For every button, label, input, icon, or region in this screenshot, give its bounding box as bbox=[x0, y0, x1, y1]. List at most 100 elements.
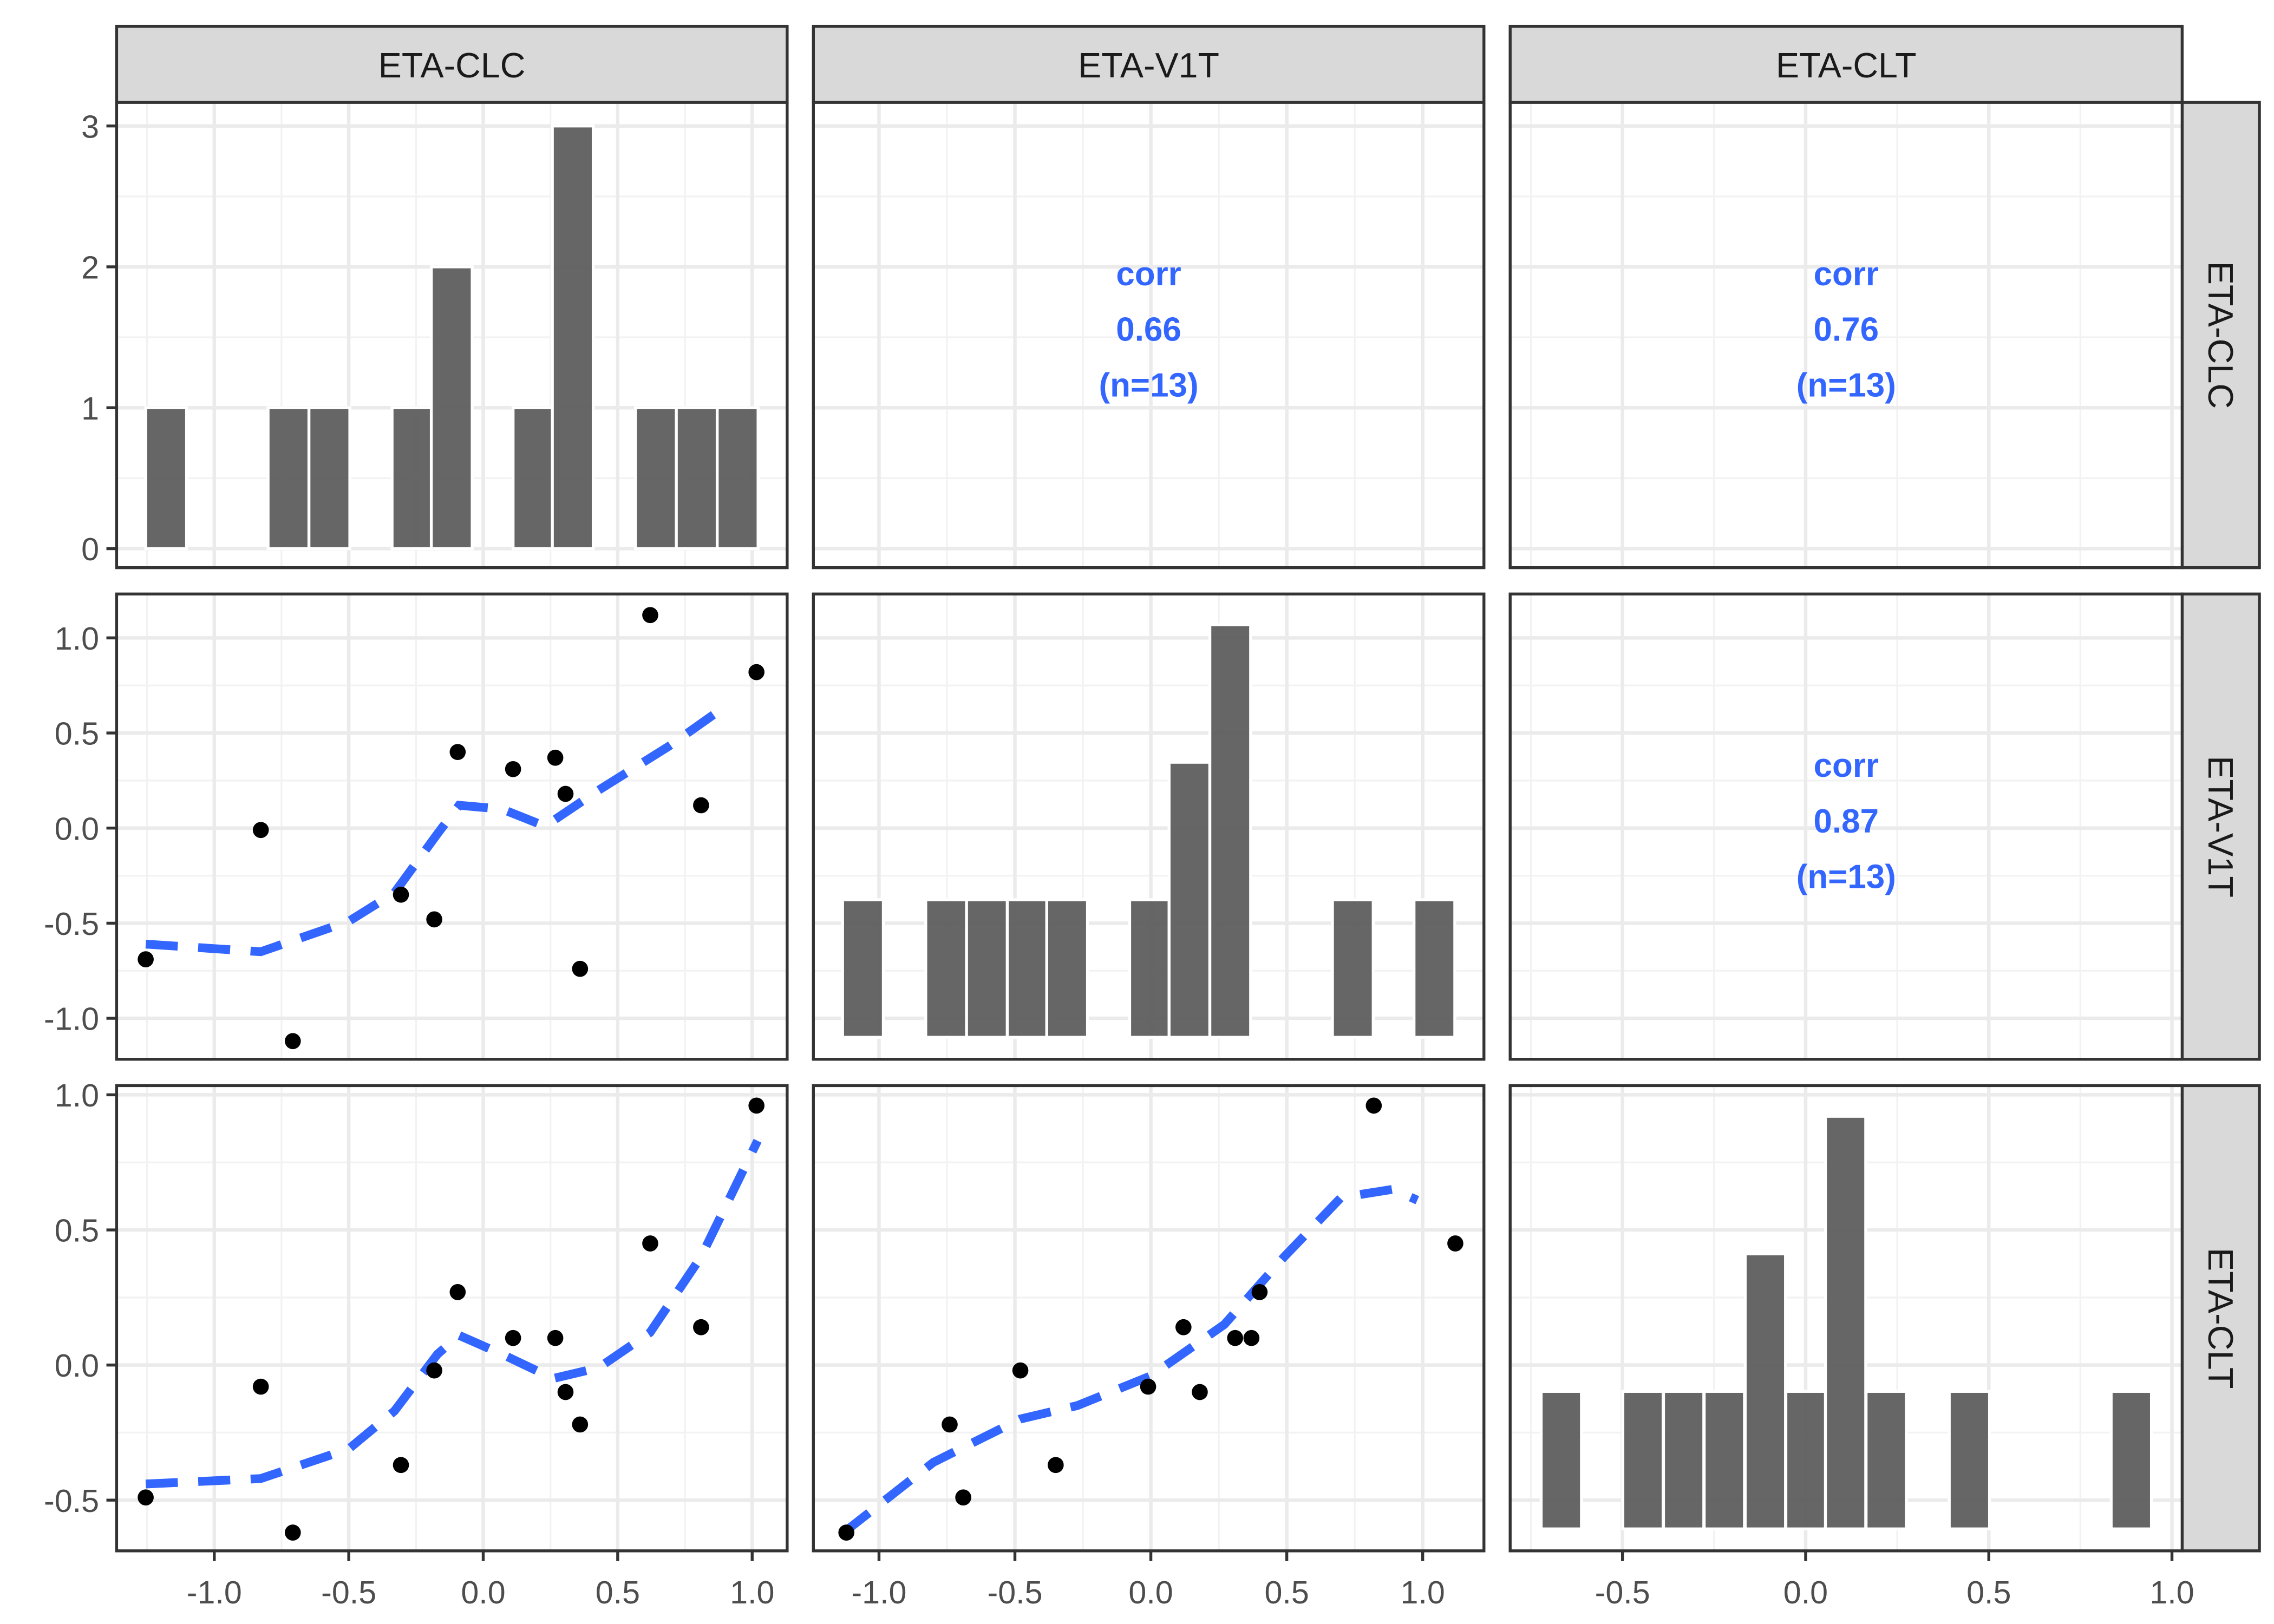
y-tick-label: 1.0 bbox=[55, 620, 99, 657]
data-point bbox=[285, 1033, 301, 1050]
histogram-bar bbox=[1128, 898, 1172, 1039]
panel-border bbox=[812, 1084, 1486, 1553]
x-tick-label: -1.0 bbox=[851, 1574, 906, 1610]
data-point bbox=[1447, 1235, 1463, 1252]
data-point bbox=[505, 761, 521, 777]
x-tick-label: 0.5 bbox=[1966, 1574, 2011, 1610]
data-point bbox=[1227, 1330, 1244, 1346]
panel-border bbox=[1508, 101, 2184, 569]
y-tick-label: 3 bbox=[81, 108, 99, 145]
strip-right-label: ETA-CLT bbox=[2201, 1248, 2240, 1389]
panel-border bbox=[812, 101, 1486, 569]
histogram-bar bbox=[924, 898, 968, 1039]
panel-background bbox=[813, 102, 1484, 568]
histogram-bar bbox=[1864, 1390, 1908, 1531]
data-point bbox=[693, 1319, 709, 1335]
y-tick-label: 1.0 bbox=[55, 1077, 99, 1114]
data-point bbox=[547, 749, 564, 766]
histogram-bar bbox=[1412, 898, 1456, 1039]
x-tick-label: 0.0 bbox=[1128, 1574, 1173, 1610]
histogram-bar bbox=[1539, 1390, 1583, 1531]
data-point bbox=[426, 1362, 442, 1379]
smooth-line bbox=[145, 1138, 762, 1489]
y-tick-label: 0 bbox=[81, 531, 99, 567]
strip-right-eta-clc bbox=[2180, 101, 2261, 569]
histogram-bar bbox=[551, 124, 595, 551]
y-tick-label: 0.0 bbox=[55, 810, 99, 847]
histogram-bar bbox=[2109, 1390, 2153, 1531]
panel-eta-clt-vs-eta-clt bbox=[1508, 1084, 2184, 1553]
x-tick-label: 0.5 bbox=[1264, 1574, 1309, 1610]
y-tick-label: 2 bbox=[81, 249, 99, 285]
data-point bbox=[449, 1284, 466, 1300]
data-point bbox=[748, 664, 764, 680]
data-point bbox=[572, 960, 589, 977]
histogram-bar bbox=[1743, 1252, 1787, 1531]
data-point bbox=[1012, 1362, 1029, 1379]
histogram-bar bbox=[307, 406, 351, 551]
data-point bbox=[1175, 1319, 1192, 1335]
histogram-bar bbox=[633, 406, 678, 551]
y-tick-label: -1.0 bbox=[44, 1001, 99, 1037]
panel-border bbox=[812, 592, 1486, 1061]
data-point bbox=[547, 1330, 564, 1346]
panel-eta-clc-vs-eta-clt: corr 0.76 (n=13) bbox=[1508, 101, 2184, 569]
panel-eta-v1t-vs-eta-v1t bbox=[812, 592, 1486, 1061]
panel-border bbox=[115, 1084, 789, 1553]
panel-border bbox=[115, 101, 789, 569]
x-tick-label: -0.5 bbox=[321, 1574, 376, 1610]
data-point bbox=[1048, 1457, 1064, 1474]
x-tick-label: 0.5 bbox=[596, 1574, 640, 1610]
data-point bbox=[1251, 1284, 1268, 1300]
histogram-bar bbox=[1948, 1390, 1991, 1531]
histogram-bar bbox=[1167, 761, 1212, 1039]
histogram-bar bbox=[675, 406, 719, 551]
panel-eta-v1t-vs-eta-clt: corr 0.87 (n=13) bbox=[1508, 592, 2184, 1061]
corr-n: (n=13) bbox=[1796, 858, 1896, 895]
histogram-bar bbox=[1621, 1390, 1665, 1531]
smooth-line bbox=[841, 1184, 1419, 1536]
corr-n: (n=13) bbox=[1099, 366, 1198, 404]
data-point bbox=[449, 744, 466, 761]
corr-value: 0.66 bbox=[1116, 311, 1181, 349]
data-point bbox=[557, 1384, 574, 1400]
histogram-bar bbox=[1331, 898, 1375, 1039]
data-point bbox=[138, 951, 154, 968]
panel-border bbox=[1508, 592, 2184, 1061]
corr-label: corr bbox=[1814, 256, 1879, 293]
y-tick-label: -0.5 bbox=[44, 1483, 99, 1519]
panel-eta-clc-vs-eta-v1t: corr 0.66 (n=13) bbox=[812, 101, 1486, 569]
data-point bbox=[1140, 1378, 1156, 1395]
data-point bbox=[252, 1378, 269, 1395]
panel-eta-clt-vs-eta-v1t bbox=[812, 1084, 1486, 1553]
strip-top-label: ETA-CLT bbox=[1776, 45, 1917, 85]
strip-right-label: ETA-CLC bbox=[2201, 261, 2240, 409]
corr-value: 0.87 bbox=[1814, 803, 1879, 840]
y-tick-label: -0.5 bbox=[44, 906, 99, 942]
x-tick-label: 0.0 bbox=[1783, 1574, 1828, 1610]
data-point bbox=[748, 1097, 764, 1114]
data-point bbox=[393, 886, 409, 903]
x-tick-label: 1.0 bbox=[1401, 1574, 1445, 1610]
data-point bbox=[557, 785, 574, 802]
y-tick-label: 0.5 bbox=[55, 716, 99, 752]
data-point bbox=[505, 1330, 521, 1346]
histogram-bar bbox=[266, 406, 311, 551]
panel-eta-clt-vs-eta-clc bbox=[115, 1084, 789, 1553]
histogram-bar bbox=[429, 265, 474, 551]
data-point bbox=[572, 1416, 589, 1433]
data-point bbox=[642, 1235, 658, 1252]
panel-eta-v1t-vs-eta-clc bbox=[115, 592, 789, 1061]
panel-border bbox=[1508, 1084, 2184, 1553]
histogram-bar bbox=[965, 898, 1009, 1039]
corr-n: (n=13) bbox=[1796, 366, 1896, 404]
strip-top-eta-clc bbox=[115, 24, 789, 104]
y-tick-label: 0.0 bbox=[55, 1347, 99, 1384]
data-point bbox=[1243, 1330, 1260, 1346]
histogram-bar bbox=[1702, 1390, 1746, 1531]
panel-eta-clc-vs-eta-clc bbox=[115, 101, 789, 569]
histogram-bar bbox=[715, 406, 760, 551]
data-point bbox=[252, 822, 269, 839]
data-point bbox=[285, 1524, 301, 1541]
histogram-bar bbox=[1784, 1390, 1828, 1531]
